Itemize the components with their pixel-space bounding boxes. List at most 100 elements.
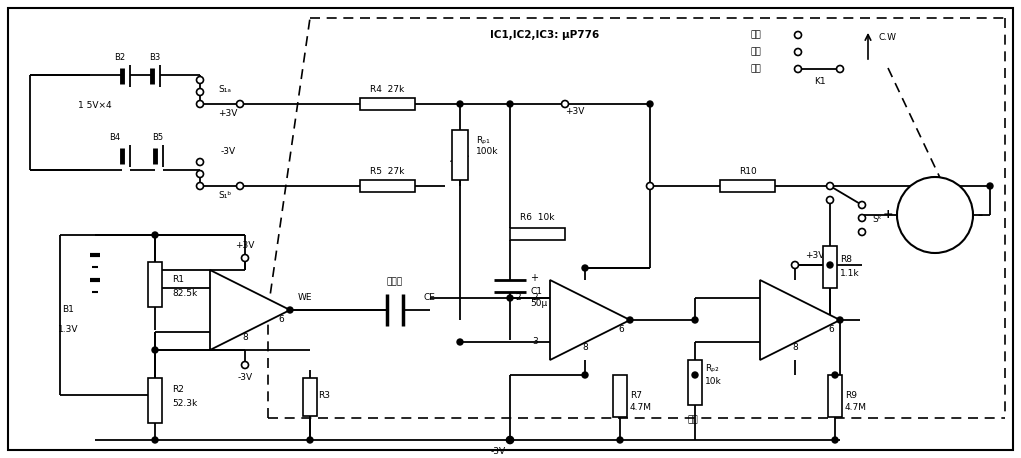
Text: Sᵏ: Sᵏ bbox=[872, 216, 881, 224]
Text: -3V: -3V bbox=[221, 147, 236, 157]
Circle shape bbox=[832, 372, 838, 378]
Text: R10: R10 bbox=[739, 168, 757, 176]
Text: -3V: -3V bbox=[490, 447, 505, 457]
Text: 4.7M: 4.7M bbox=[630, 403, 652, 413]
Text: 8: 8 bbox=[582, 344, 588, 353]
Polygon shape bbox=[210, 270, 290, 350]
Text: 1.1k: 1.1k bbox=[840, 268, 860, 278]
Bar bbox=[613, 375, 627, 417]
Polygon shape bbox=[760, 280, 840, 360]
Text: 6: 6 bbox=[828, 326, 834, 334]
Bar bbox=[720, 180, 775, 192]
Text: -: - bbox=[568, 295, 573, 309]
Text: +3V: +3V bbox=[565, 108, 584, 116]
Circle shape bbox=[827, 182, 833, 190]
Text: 4: 4 bbox=[792, 331, 797, 339]
Text: R2: R2 bbox=[172, 386, 184, 394]
Text: R3: R3 bbox=[318, 391, 330, 399]
Circle shape bbox=[794, 32, 801, 38]
Circle shape bbox=[562, 100, 569, 108]
Text: +3V: +3V bbox=[805, 251, 824, 260]
Circle shape bbox=[457, 339, 463, 345]
Text: +: + bbox=[882, 208, 893, 222]
Circle shape bbox=[307, 437, 313, 443]
Text: 50μ: 50μ bbox=[530, 299, 547, 307]
Text: +: + bbox=[530, 273, 538, 283]
Text: 满值: 满值 bbox=[687, 415, 698, 425]
Text: IC1: IC1 bbox=[235, 307, 249, 316]
Text: R5  27k: R5 27k bbox=[370, 168, 404, 176]
Circle shape bbox=[647, 101, 653, 107]
Circle shape bbox=[152, 232, 158, 238]
Circle shape bbox=[859, 202, 866, 208]
Text: 4: 4 bbox=[242, 321, 248, 329]
Bar bbox=[823, 246, 837, 288]
Bar bbox=[688, 360, 702, 405]
Text: R8: R8 bbox=[840, 256, 852, 265]
Text: 3: 3 bbox=[554, 338, 560, 347]
Circle shape bbox=[152, 347, 158, 353]
Text: C1: C1 bbox=[530, 288, 542, 296]
Bar bbox=[148, 262, 162, 307]
Text: IC1,IC2,IC3: μP776: IC1,IC2,IC3: μP776 bbox=[490, 30, 599, 40]
Text: 2: 2 bbox=[554, 294, 560, 302]
Text: +: + bbox=[775, 332, 785, 344]
Text: 82.5k: 82.5k bbox=[172, 289, 197, 298]
Text: 8: 8 bbox=[242, 333, 248, 343]
Circle shape bbox=[617, 437, 623, 443]
Text: 7: 7 bbox=[242, 290, 248, 300]
Circle shape bbox=[836, 65, 843, 72]
Text: R6  10k: R6 10k bbox=[520, 213, 554, 223]
Circle shape bbox=[897, 177, 973, 253]
Circle shape bbox=[791, 262, 798, 268]
Circle shape bbox=[242, 361, 248, 369]
Text: 2: 2 bbox=[532, 294, 538, 302]
Text: K1: K1 bbox=[814, 77, 826, 87]
Text: 3: 3 bbox=[764, 338, 770, 347]
Circle shape bbox=[692, 372, 698, 378]
Text: -3V: -3V bbox=[238, 374, 252, 382]
Text: +3V: +3V bbox=[218, 109, 238, 119]
Text: 6: 6 bbox=[278, 316, 284, 325]
Text: IC3: IC3 bbox=[785, 317, 799, 327]
Text: 7: 7 bbox=[792, 300, 797, 310]
Text: -: - bbox=[777, 295, 782, 309]
Text: 4.7M: 4.7M bbox=[845, 403, 867, 413]
Circle shape bbox=[242, 255, 248, 262]
Circle shape bbox=[152, 437, 158, 443]
Circle shape bbox=[507, 101, 513, 107]
Text: S₁ᵇ: S₁ᵇ bbox=[218, 191, 231, 201]
Text: 4: 4 bbox=[582, 331, 588, 339]
Text: S₁ₐ: S₁ₐ bbox=[218, 86, 231, 94]
Circle shape bbox=[196, 88, 203, 96]
Circle shape bbox=[196, 170, 203, 178]
Circle shape bbox=[506, 436, 514, 443]
Circle shape bbox=[196, 182, 203, 190]
Circle shape bbox=[196, 100, 203, 108]
Circle shape bbox=[507, 437, 513, 443]
Bar bbox=[452, 130, 468, 180]
Text: 52.3k: 52.3k bbox=[172, 398, 197, 408]
Text: 7: 7 bbox=[582, 300, 588, 310]
Circle shape bbox=[287, 307, 293, 313]
Circle shape bbox=[692, 317, 698, 323]
Text: B5: B5 bbox=[152, 133, 163, 142]
Text: 3: 3 bbox=[532, 338, 538, 347]
Circle shape bbox=[582, 372, 588, 378]
Circle shape bbox=[237, 100, 243, 108]
Bar bbox=[360, 180, 415, 192]
Text: B4: B4 bbox=[109, 133, 120, 142]
Text: B3: B3 bbox=[149, 54, 160, 62]
Text: 50μA: 50μA bbox=[923, 224, 946, 234]
Text: 测量: 测量 bbox=[750, 31, 761, 39]
Text: R4  27k: R4 27k bbox=[370, 86, 404, 94]
Text: 100k: 100k bbox=[476, 147, 498, 157]
Circle shape bbox=[832, 437, 838, 443]
Text: Rₚ₂: Rₚ₂ bbox=[704, 364, 719, 372]
Circle shape bbox=[646, 182, 653, 190]
Text: Rₚ₁: Rₚ₁ bbox=[476, 136, 490, 145]
Circle shape bbox=[794, 65, 801, 72]
Text: -: - bbox=[977, 208, 982, 222]
Circle shape bbox=[859, 229, 866, 235]
Text: 1 5V×4: 1 5V×4 bbox=[79, 100, 112, 109]
